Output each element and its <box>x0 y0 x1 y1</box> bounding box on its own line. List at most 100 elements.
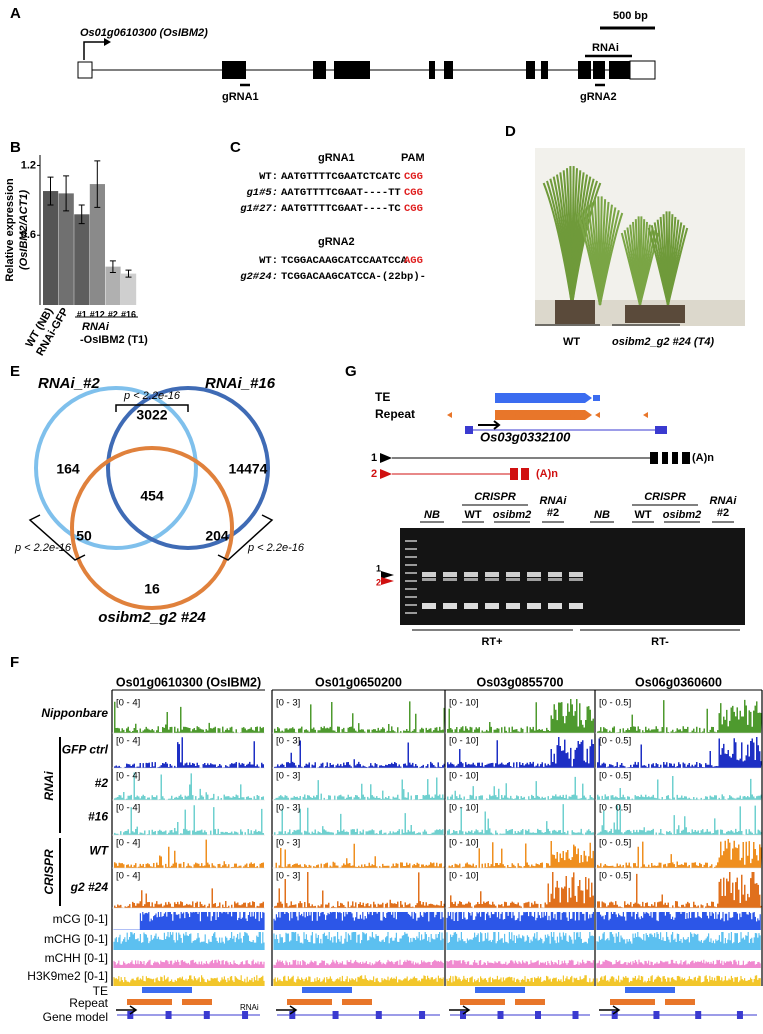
venn-circle <box>106 386 270 550</box>
coverage-track <box>447 872 594 908</box>
exon <box>460 1011 466 1019</box>
band <box>443 572 457 577</box>
label: gRNA2 <box>580 91 617 103</box>
label: WT: <box>259 255 278 267</box>
bracket <box>115 404 189 412</box>
exon <box>541 61 548 79</box>
coverage-track <box>447 804 594 835</box>
coverage-track <box>274 777 445 800</box>
methylation-track <box>273 975 444 986</box>
repeat <box>495 410 592 420</box>
repeat-small <box>515 412 520 418</box>
ladder <box>405 588 417 590</box>
coverage-track <box>597 776 762 800</box>
label: Os06g0360600 <box>635 675 722 689</box>
label: Os03g0332100 <box>480 429 571 444</box>
band <box>422 578 436 581</box>
label: gRNA1 <box>318 152 355 164</box>
methylation-track <box>113 959 265 968</box>
te <box>495 393 592 403</box>
ladder <box>405 612 417 614</box>
exon <box>578 61 591 79</box>
label: RNAi_#2 <box>38 375 100 392</box>
label: Gene model <box>43 1010 108 1024</box>
label: [0 - 0.5] <box>599 838 631 849</box>
label: NB <box>424 509 440 521</box>
label: 2 <box>376 577 381 587</box>
label: #2 <box>95 776 109 790</box>
bar <box>105 266 121 305</box>
label: (A)n <box>536 468 558 480</box>
exon <box>609 61 630 79</box>
marker <box>381 571 394 579</box>
exon <box>650 452 658 464</box>
exon <box>682 452 690 464</box>
label: [0 - 3] <box>276 803 300 814</box>
label: AATGTTTTCGAATCTCATC <box>281 171 401 183</box>
leaf <box>599 212 624 306</box>
methylation-track <box>446 912 594 930</box>
label: osibm2_g2 #24 <box>98 609 206 626</box>
label: G <box>345 363 357 380</box>
label: gRNA1 <box>222 91 259 103</box>
exon <box>736 1011 743 1019</box>
label: #2 <box>547 507 559 519</box>
bracket <box>28 514 86 561</box>
label: g1#27: <box>240 203 278 215</box>
label: [0 - 10] <box>449 698 479 709</box>
label: Os03g0855700 <box>477 675 564 689</box>
label: WT <box>464 509 481 521</box>
group-label: RNAi <box>42 771 56 801</box>
bar <box>58 193 74 305</box>
exon <box>662 452 668 464</box>
bracket <box>217 514 274 561</box>
label: TCGGACAAGCATCCA-(22bp)- <box>281 271 426 283</box>
label: AGG <box>404 255 423 267</box>
label: [0 - 3] <box>276 698 300 709</box>
label: Repeat <box>69 996 108 1010</box>
exon <box>332 1011 339 1019</box>
label: 1 <box>376 563 381 573</box>
bar <box>89 184 105 305</box>
label: RNAi_#16 <box>205 375 276 392</box>
methylation-track <box>596 912 761 930</box>
arrow <box>116 1005 138 1015</box>
arrow <box>478 420 501 430</box>
repeat <box>460 999 545 1005</box>
label: RT- <box>651 636 669 648</box>
shape <box>629 60 656 80</box>
error-bar <box>78 204 85 225</box>
label: [0 - 3] <box>276 736 300 747</box>
exon <box>289 1011 296 1019</box>
ladder <box>405 548 417 550</box>
band <box>464 572 478 577</box>
label: [0 - 3] <box>276 871 300 882</box>
coverage-track <box>447 699 594 733</box>
arrow <box>276 1005 298 1015</box>
bar <box>121 273 137 305</box>
band <box>464 603 478 609</box>
label: 2 <box>371 468 377 480</box>
exon <box>672 452 678 464</box>
arrow <box>449 1005 471 1015</box>
shape <box>77 61 93 79</box>
label: H3K9me2 [0-1] <box>27 969 108 983</box>
y-label: Relative expression <box>4 178 16 282</box>
label: osibm2 <box>663 509 702 521</box>
label: D <box>505 123 516 140</box>
x-tick-label: #12 <box>90 309 105 319</box>
label: B <box>10 139 21 156</box>
methylation-track <box>113 932 265 950</box>
te <box>142 987 192 993</box>
arrow <box>599 1005 621 1015</box>
label: Os01g0610300 (OsIBM2) <box>80 27 208 39</box>
coverage-track <box>597 804 762 835</box>
label: [0 - 4] <box>116 838 140 849</box>
label: A <box>10 5 21 22</box>
coverage-track <box>274 701 445 733</box>
coverage-track <box>114 737 264 768</box>
tss-head <box>104 38 111 46</box>
label: Nipponbare <box>41 706 108 720</box>
label: CRISPR <box>644 491 686 503</box>
label: 204 <box>205 528 229 544</box>
